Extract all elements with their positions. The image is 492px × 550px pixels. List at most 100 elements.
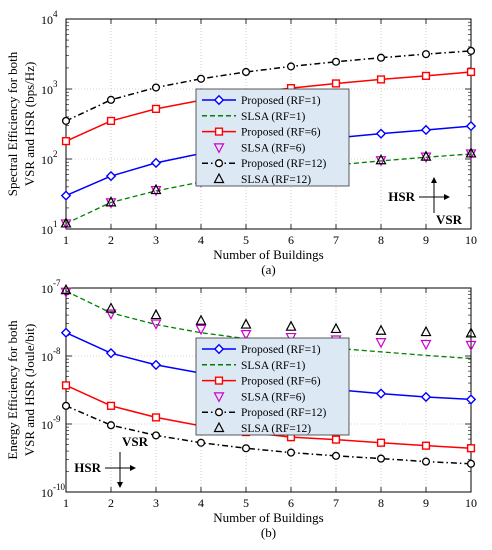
data-point <box>61 116 71 125</box>
data-point <box>150 359 162 371</box>
y-tick-label: 10 <box>41 282 53 296</box>
x-tick-label: 1 <box>63 233 69 247</box>
data-point <box>420 152 432 163</box>
legend-label: SLSA (RF=1) <box>241 360 305 372</box>
data-point <box>60 217 72 228</box>
y-tick-exponent: -10 <box>53 482 65 492</box>
h-arrowhead <box>444 194 450 200</box>
y-tick-label: 10 <box>41 13 53 27</box>
data-point <box>420 124 432 136</box>
y-tick-exponent: -7 <box>53 278 61 288</box>
x-tick-label: 3 <box>153 496 159 510</box>
data-point <box>106 421 116 430</box>
legend-marker <box>214 159 224 168</box>
data-point <box>151 104 161 113</box>
data-point <box>421 457 431 466</box>
data-point <box>196 438 206 447</box>
y-axis-label: Spectral Efficiency for both <box>5 51 20 196</box>
data-point <box>420 339 432 351</box>
data-point <box>376 454 386 463</box>
legend-label: Proposed (RF=1) <box>241 344 321 356</box>
data-point <box>465 340 477 352</box>
data-point <box>420 325 432 337</box>
x-tick-label: 7 <box>333 496 339 510</box>
legend-label: Proposed (RF=12) <box>241 158 327 170</box>
data-point <box>466 444 476 453</box>
vsr-label: VSR <box>436 212 463 227</box>
panel-caption: (a) <box>261 262 275 277</box>
data-point <box>150 183 162 195</box>
y-tick-exponent: 2 <box>53 149 58 159</box>
data-point <box>466 459 476 468</box>
data-point <box>60 287 72 299</box>
data-point <box>375 156 387 167</box>
data-point <box>375 388 387 399</box>
data-point <box>106 401 116 410</box>
v-arrowhead <box>117 482 123 488</box>
data-point <box>331 57 341 66</box>
v-arrowhead <box>431 177 437 183</box>
y-axis-label: VSR and HSR (Joule/bit) <box>22 324 37 457</box>
data-point <box>195 324 207 336</box>
legend-label: SLSA (RF=6) <box>241 391 305 403</box>
x-tick-label: 5 <box>243 496 249 510</box>
data-point <box>331 435 341 444</box>
data-point <box>60 283 72 295</box>
data-point <box>285 320 297 331</box>
y-tick-label: 10 <box>41 350 53 364</box>
series-line <box>65 50 472 122</box>
legend-marker <box>213 143 225 154</box>
x-tick-label: 6 <box>288 233 294 247</box>
legend-label: SLSA (RF=12) <box>241 174 311 186</box>
y-tick-label: 10 <box>41 486 53 500</box>
legend-label: Proposed (RF=6) <box>241 376 321 388</box>
data-point <box>420 150 432 161</box>
data-point <box>241 444 251 453</box>
legend: Proposed (RF=1) SLSA (RF=1) Proposed (RF=6… <box>195 88 350 187</box>
data-point <box>150 308 162 320</box>
data-point <box>375 338 387 349</box>
data-point <box>465 147 477 158</box>
data-point <box>105 170 117 182</box>
legend-marker <box>213 343 225 355</box>
data-point <box>286 448 296 457</box>
legend-box <box>195 88 350 187</box>
hsr-label: HSR <box>388 189 415 204</box>
legend-label: Proposed (RF=1) <box>241 95 321 107</box>
x-tick-label: 10 <box>465 233 477 247</box>
data-point <box>105 347 117 359</box>
data-point <box>421 71 431 80</box>
data-point <box>61 401 71 410</box>
legend-marker <box>214 408 224 417</box>
data-point <box>105 198 117 209</box>
data-point <box>150 319 162 330</box>
x-tick-label: 2 <box>108 496 114 510</box>
panel-caption: (b) <box>261 525 276 540</box>
plot-frame <box>65 287 472 493</box>
data-point <box>105 302 117 313</box>
y-tick-exponent: 4 <box>53 9 58 19</box>
legend-marker <box>214 127 224 136</box>
legend-marker <box>213 94 225 106</box>
legend-label: SLSA (RF=6) <box>241 142 305 154</box>
legend-marker <box>214 376 224 385</box>
data-point <box>150 185 162 197</box>
data-point <box>375 324 387 335</box>
y-tick-label: 10 <box>41 418 53 432</box>
data-point <box>60 327 72 338</box>
x-tick-label: 8 <box>378 496 384 510</box>
data-point <box>151 83 161 92</box>
x-tick-label: 9 <box>423 233 429 247</box>
data-point <box>376 75 386 84</box>
data-point <box>331 451 341 460</box>
x-tick-label: 10 <box>465 496 477 510</box>
y-tick-exponent: -8 <box>53 346 61 356</box>
data-point <box>106 116 116 126</box>
legend-label: Proposed (RF=6) <box>241 127 321 139</box>
y-tick-label: 10 <box>41 83 53 97</box>
legend-label: SLSA (RF=1) <box>241 111 305 123</box>
legend-label: SLSA (RF=12) <box>241 423 311 435</box>
data-point <box>240 318 252 329</box>
